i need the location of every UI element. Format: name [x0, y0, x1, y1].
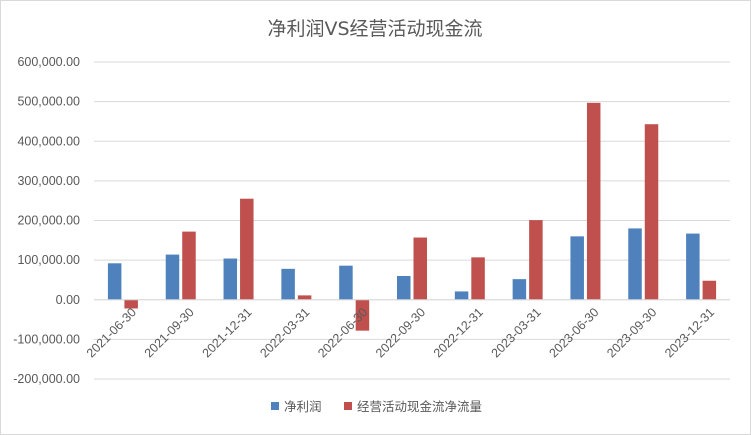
bar-operating-cash-flow	[529, 220, 543, 300]
bar-operating-cash-flow	[413, 237, 427, 300]
bar-operating-cash-flow	[471, 257, 485, 300]
bar-operating-cash-flow	[297, 295, 312, 300]
x-tick-label: 2023-03-31	[489, 305, 544, 360]
bar-operating-cash-flow	[355, 299, 370, 331]
y-tick-label: -200,000.00	[13, 372, 80, 386]
bar-net-profit	[165, 254, 180, 300]
bar-net-profit	[628, 228, 642, 300]
y-tick-label: 400,000.00	[17, 134, 80, 148]
bar-operating-cash-flow	[586, 102, 601, 300]
y-tick-label: 500,000.00	[17, 95, 80, 109]
legend-swatch	[271, 402, 279, 410]
bar-net-profit	[339, 265, 353, 300]
x-tick-label: 2021-06-30	[84, 305, 139, 360]
legend-swatch	[344, 402, 352, 410]
x-tick-label: 2022-06-30	[315, 305, 370, 360]
bar-net-profit	[397, 275, 411, 300]
x-tick-label: 2022-03-31	[257, 305, 312, 360]
bar-operating-cash-flow	[240, 198, 254, 300]
y-tick-label: 0.00	[56, 293, 80, 307]
x-axis-ticks: 2021-06-30 2021-09-30 2021-12-31 2022-03-31…	[84, 305, 717, 360]
x-tick-label: 2022-12-31	[431, 305, 486, 360]
bars	[94, 102, 730, 331]
y-tick-label: 300,000.00	[17, 174, 80, 188]
legend-label: 净利润	[284, 399, 322, 414]
bar-net-profit	[281, 268, 295, 300]
bar-net-profit	[454, 291, 469, 300]
x-tick-label: 2021-09-30	[142, 305, 197, 360]
x-tick-label: 2023-06-30	[546, 305, 601, 360]
x-tick-label: 2021-12-31	[200, 305, 255, 360]
bar-operating-cash-flow	[182, 231, 196, 300]
x-tick-label: 2022-09-30	[373, 305, 428, 360]
bar-operating-cash-flow	[124, 299, 138, 309]
legend: 净利润 经营活动现金流净流量	[271, 399, 482, 414]
bar-operating-cash-flow	[702, 280, 717, 300]
x-tick-label: 2023-09-30	[604, 305, 659, 360]
y-tick-label: 200,000.00	[17, 214, 80, 228]
bar-net-profit	[223, 258, 238, 300]
bar-net-profit	[512, 279, 527, 300]
bar-net-profit	[686, 233, 700, 300]
y-tick-label: 600,000.00	[17, 55, 80, 69]
bar-operating-cash-flow	[644, 124, 659, 300]
y-tick-label: -100,000.00	[13, 332, 80, 346]
chart-title: 净利润VS经营活动现金流	[267, 18, 482, 40]
x-tick-label: 2023-12-31	[662, 305, 717, 360]
legend-label: 经营活动现金流净流量	[357, 399, 482, 414]
bar-net-profit	[570, 236, 584, 300]
y-tick-label: 100,000.00	[17, 253, 80, 267]
y-axis-ticks: 600,000.00 500,000.00 400,000.00 300,000.00…	[13, 55, 80, 386]
bar-net-profit	[107, 263, 122, 300]
